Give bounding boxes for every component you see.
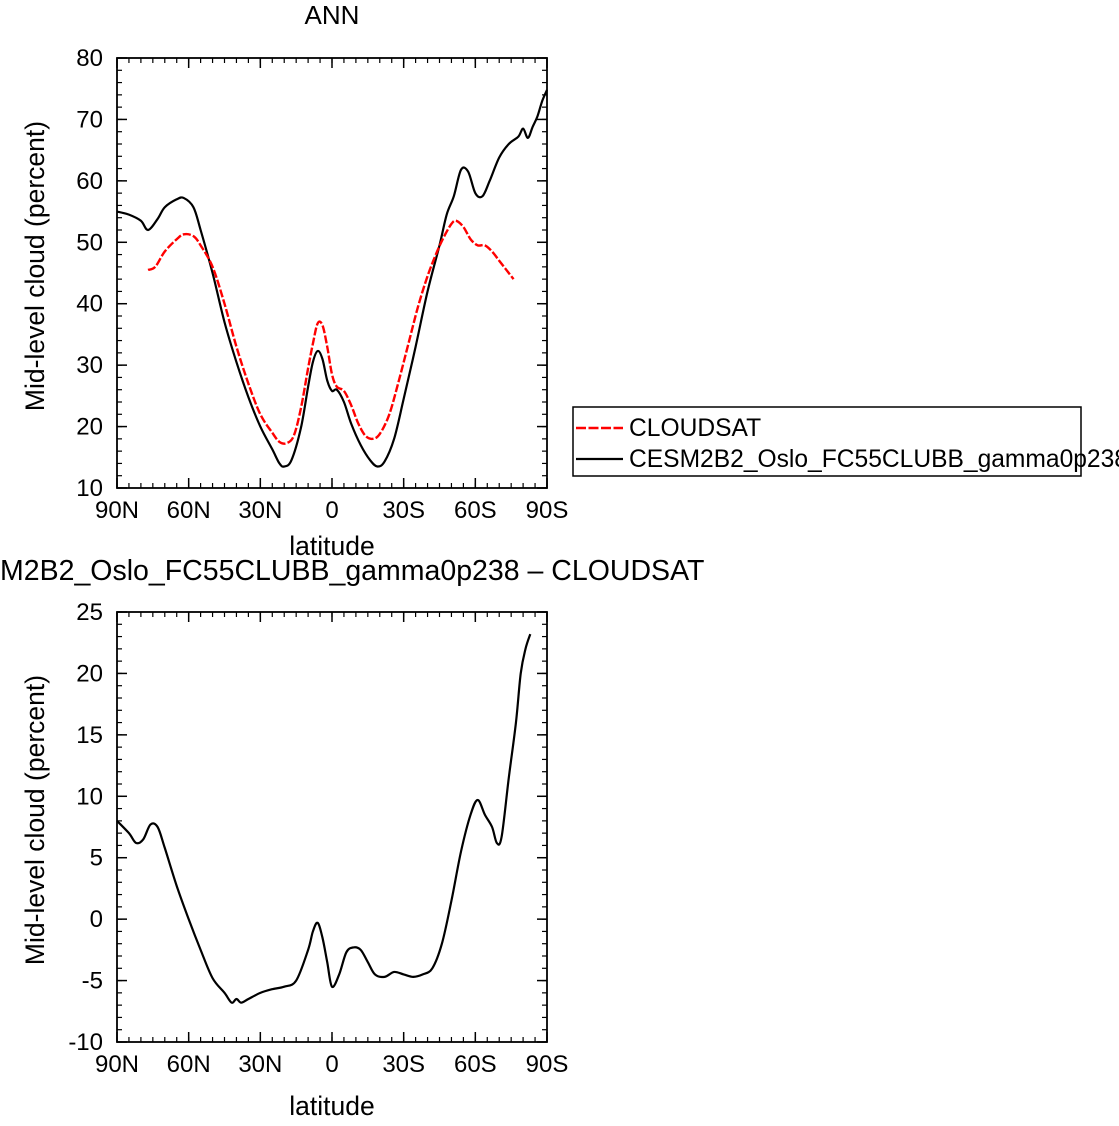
svg-text:60: 60 (76, 168, 103, 195)
svg-text:25: 25 (76, 599, 103, 626)
svg-text:30N: 30N (238, 1051, 282, 1078)
svg-text:50: 50 (76, 229, 103, 256)
svg-text:latitude: latitude (289, 1091, 374, 1121)
svg-text:ANN: ANN (305, 0, 360, 30)
svg-text:Mid-level cloud (percent): Mid-level cloud (percent) (20, 675, 50, 965)
svg-text:M2B2_Oslo_FC55CLUBB_gamma0p238: M2B2_Oslo_FC55CLUBB_gamma0p238 – CLOUDSA… (0, 555, 704, 587)
svg-text:20: 20 (76, 414, 103, 441)
svg-text:0: 0 (325, 1051, 338, 1078)
svg-text:5: 5 (90, 845, 103, 872)
svg-text:20: 20 (76, 660, 103, 687)
svg-text:80: 80 (76, 45, 103, 72)
svg-text:90N: 90N (95, 497, 139, 524)
svg-text:30S: 30S (382, 497, 425, 524)
svg-text:90S: 90S (526, 497, 569, 524)
svg-text:30N: 30N (238, 497, 282, 524)
svg-text:-5: -5 (82, 968, 103, 995)
svg-text:40: 40 (76, 291, 103, 318)
svg-text:70: 70 (76, 106, 103, 133)
svg-text:CESM2B2_Oslo_FC55CLUBB_gamma0p: CESM2B2_Oslo_FC55CLUBB_gamma0p238 (629, 446, 1119, 473)
svg-text:Mid-level cloud (percent): Mid-level cloud (percent) (20, 121, 50, 411)
svg-text:0: 0 (90, 906, 103, 933)
svg-text:10: 10 (76, 783, 103, 810)
svg-text:30: 30 (76, 352, 103, 379)
svg-text:0: 0 (325, 497, 338, 524)
svg-text:60S: 60S (454, 1051, 497, 1078)
svg-text:CLOUDSAT: CLOUDSAT (629, 415, 761, 442)
svg-text:90S: 90S (526, 1051, 569, 1078)
svg-text:15: 15 (76, 722, 103, 749)
svg-text:60N: 60N (167, 1051, 211, 1078)
svg-text:60N: 60N (167, 497, 211, 524)
svg-text:30S: 30S (382, 1051, 425, 1078)
svg-text:60S: 60S (454, 497, 497, 524)
svg-text:90N: 90N (95, 1051, 139, 1078)
